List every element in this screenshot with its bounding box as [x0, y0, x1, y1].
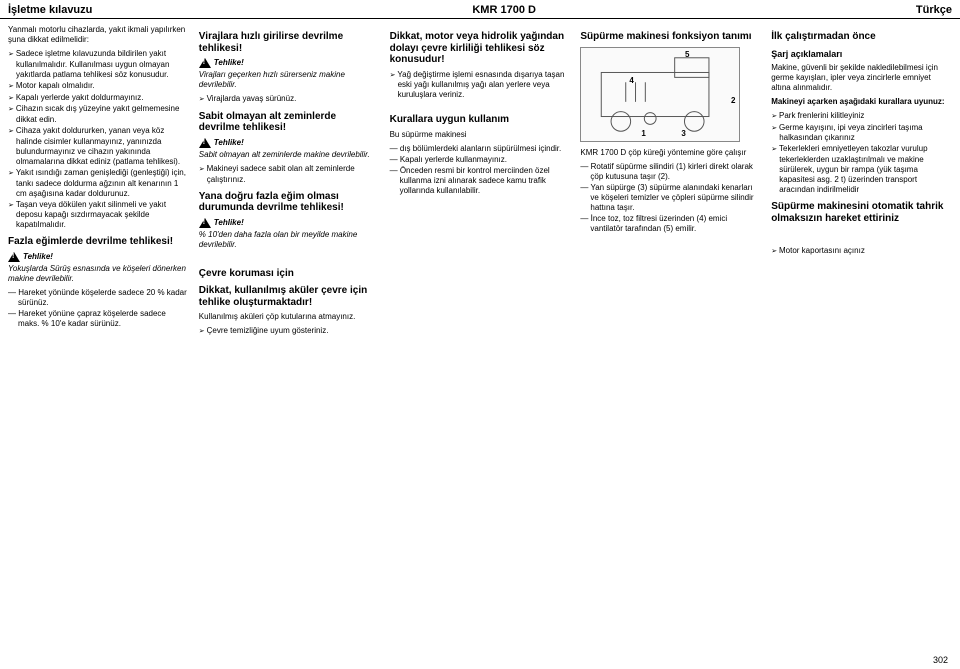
col5-b2: Motor kaportasını açınız — [771, 246, 952, 257]
col2-b1: Virajlarda yavaş sürünüz. — [199, 94, 380, 105]
diagram-label-1: 1 — [641, 129, 645, 139]
col4-h2a: Süpürme makinesi fonksiyon tanımı — [580, 31, 761, 43]
list-item: Önceden resmi bir kontrol merciinden öze… — [390, 166, 571, 196]
page-number: 302 — [933, 655, 948, 665]
warning-triangle-icon — [199, 58, 211, 68]
col1-italic: Yokuşlarda Sürüş esnasında ve köşeleri d… — [8, 264, 189, 284]
header-left: İşletme kılavuzu — [8, 4, 92, 16]
warning-triangle-icon — [199, 218, 211, 228]
col4-dash1: Rotatif süpürme silindiri (1) kirleri di… — [580, 162, 761, 234]
diagram-label-4: 4 — [629, 76, 633, 86]
col1-heading-tilt: Fazla eğimlerde devrilme tehlikesi! — [8, 236, 189, 248]
list-item: Kapalı yerlerde yakıt doldurmayınız. — [8, 93, 189, 104]
warning-label: Tehlike! — [23, 252, 53, 262]
column-5: İlk çalıştırmadan önce Şarj açıklamaları… — [771, 25, 952, 341]
warning-triangle-icon — [199, 138, 211, 148]
column-1: Yanmalı motorlu cihazlarda, yakıt ikmali… — [8, 25, 189, 341]
header-right: Türkçe — [916, 4, 952, 16]
list-item: Virajlarda yavaş sürünüz. — [199, 94, 380, 105]
machine-svg — [581, 48, 739, 141]
column-4: Süpürme makinesi fonksiyon tanımı 5 4 2 … — [580, 25, 761, 341]
col1-bullets: Sadece işletme kılavuzunda bildirilen ya… — [8, 49, 189, 230]
list-item: İnce toz, toz filtresi üzerinden (4) emi… — [580, 214, 761, 234]
col2-b2: Makineyi sadece sabit olan alt zeminlerd… — [199, 164, 380, 185]
list-item: Yakıt ısındığı zaman genişlediği (genleş… — [8, 168, 189, 199]
diagram-label-2: 2 — [731, 96, 735, 106]
col1-intro: Yanmalı motorlu cihazlarda, yakıt ikmali… — [8, 25, 189, 45]
col3-h2a: Dikkat, motor veya hidrolik yağından dol… — [390, 31, 571, 66]
col2-it2: Sabit olmayan alt zeminlerde makine devr… — [199, 150, 380, 160]
list-item: Motor kapalı olmalıdır. — [8, 81, 189, 92]
warning-row: Tehlike! — [199, 58, 380, 68]
list-item: Makineyi sadece sabit olan alt zeminlerd… — [199, 164, 380, 185]
col2-h2a: Virajlara hızlı girilirse devrilme tehli… — [199, 31, 380, 54]
col3-p1: Bu süpürme makinesi — [390, 130, 571, 140]
list-item: Yan süpürge (3) süpürme alanındaki kenar… — [580, 183, 761, 213]
col5-h2a: İlk çalıştırmadan önce — [771, 31, 952, 43]
col2-h2b: Sabit olmayan alt zeminlerde devrilme te… — [199, 111, 380, 134]
column-3: Dikkat, motor veya hidrolik yağından dol… — [390, 25, 571, 341]
list-item: Çevre temizliğine uyum gösteriniz. — [199, 326, 380, 337]
col5-p1: Makine, güvenli bir şekilde nakledilebil… — [771, 63, 952, 93]
col5-bold1: Makineyi açarken aşağıdaki kurallara uyu… — [771, 97, 952, 107]
col2-b3: Çevre temizliğine uyum gösteriniz. — [199, 326, 380, 337]
list-item: Germe kayışını, ipi veya zincirleri taşı… — [771, 123, 952, 144]
warning-row: Tehlike! — [8, 252, 189, 262]
warning-label: Tehlike! — [214, 58, 244, 68]
list-item: Cihaza yakıt doldururken, yanan veya köz… — [8, 126, 189, 167]
col2-p1: Kullanılmış aküleri çöp kutularına atmay… — [199, 312, 380, 322]
page-header: İşletme kılavuzu KMR 1700 D Türkçe — [0, 0, 960, 19]
list-item: Cihazın sıcak dış yüzeyine yakıt gelmeme… — [8, 104, 189, 125]
machine-diagram: 5 4 2 1 3 — [580, 47, 740, 142]
warning-row: Tehlike! — [199, 218, 380, 228]
diagram-label-5: 5 — [685, 50, 689, 60]
column-2: Virajlara hızlı girilirse devrilme tehli… — [199, 25, 380, 341]
col5-b1: Park frenlerini kilitleyiniz Germe kayış… — [771, 111, 952, 195]
col3-h2b: Kurallara uygun kullanım — [390, 114, 571, 126]
list-item: Sadece işletme kılavuzunda bildirilen ya… — [8, 49, 189, 80]
col2-it3: % 10'den daha fazla olan bir meyilde mak… — [199, 230, 380, 250]
col4-p1: KMR 1700 D çöp küreği yöntemine göre çal… — [580, 148, 761, 158]
header-center: KMR 1700 D — [472, 4, 536, 16]
warning-label: Tehlike! — [214, 218, 244, 228]
list-item: Hareket yönüne çapraz köşelerde sadece m… — [8, 309, 189, 329]
col2-it1: Virajları geçerken hızlı sürerseniz maki… — [199, 70, 380, 90]
list-item: Park frenlerini kilitleyiniz — [771, 111, 952, 122]
content-columns: Yanmalı motorlu cihazlarda, yakıt ikmali… — [0, 19, 960, 341]
col1-dash: Hareket yönünde köşelerde sadece 20 % ka… — [8, 288, 189, 329]
warning-triangle-icon — [8, 252, 20, 262]
col3-b1: Yağ değiştirme işlemi esnasında dışarıya… — [390, 70, 571, 101]
list-item: dış bölümlerdeki alanların süpürülmesi i… — [390, 144, 571, 154]
diagram-label-3: 3 — [681, 129, 685, 139]
list-item: Motor kaportasını açınız — [771, 246, 952, 257]
list-item: Kapalı yerlerde kullanmayınız. — [390, 155, 571, 165]
col2-h2e: Dikkat, kullanılmış aküler çevre için te… — [199, 285, 380, 308]
col5-h2c: Süpürme makinesini otomatik tahrik olmak… — [771, 201, 952, 224]
warning-label: Tehlike! — [214, 138, 244, 148]
col5-h2b: Şarj açıklamaları — [771, 49, 952, 59]
list-item: Taşan veya dökülen yakıt silinmeli ve ya… — [8, 200, 189, 231]
warning-row: Tehlike! — [199, 138, 380, 148]
list-item: Hareket yönünde köşelerde sadece 20 % ka… — [8, 288, 189, 308]
list-item: Yağ değiştirme işlemi esnasında dışarıya… — [390, 70, 571, 101]
list-item: Tekerlekleri emniyetleyen takozlar vurul… — [771, 144, 952, 195]
col3-dash1: dış bölümlerdeki alanların süpürülmesi i… — [390, 144, 571, 196]
col2-h2c: Yana doğru fazla eğim olması durumunda d… — [199, 191, 380, 214]
list-item: Rotatif süpürme silindiri (1) kirleri di… — [580, 162, 761, 182]
col2-h2d: Çevre koruması için — [199, 268, 380, 280]
